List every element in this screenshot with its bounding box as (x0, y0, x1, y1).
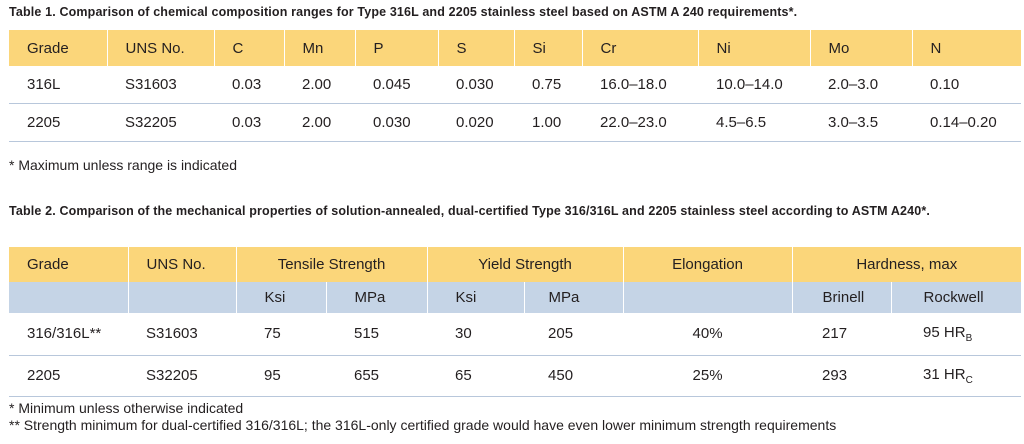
header-mn: Mn (284, 30, 356, 66)
cell-ys-ksi: 30 (427, 313, 525, 356)
cell-n: 0.10 (912, 66, 1021, 104)
header-uns: UNS No. (128, 247, 237, 282)
cell-uns: S31603 (128, 313, 236, 356)
cell-p: 0.045 (355, 66, 438, 104)
cell-ys-mpa: 205 (524, 313, 624, 356)
table-row: 2205 S32205 95 655 65 450 25% 293 31 HRC (9, 355, 1022, 397)
cell-si: 1.00 (514, 103, 582, 142)
cell-uns: S31603 (107, 66, 214, 104)
cell-ts-ksi: 95 (236, 355, 326, 397)
header-tensile-strength: Tensile Strength (236, 247, 428, 282)
header-p: P (355, 30, 439, 66)
subheader-rockwell: Rockwell (891, 282, 1022, 313)
cell-ts-mpa: 655 (326, 355, 428, 397)
cell-p: 0.030 (355, 103, 438, 142)
cell-s: 0.030 (438, 66, 514, 104)
cell-c: 0.03 (214, 66, 284, 104)
cell-uns: S32205 (107, 103, 214, 142)
table2-mechanical: Grade UNS No. Tensile Strength Yield Str… (9, 247, 1022, 397)
header-uns: UNS No. (107, 30, 215, 66)
subheader-ts-ksi: Ksi (236, 282, 327, 313)
subheader-ys-mpa: MPa (524, 282, 624, 313)
cell-s: 0.020 (438, 103, 514, 142)
cell-grade: 316L (9, 66, 107, 104)
cell-ni: 10.0–14.0 (698, 66, 810, 104)
header-grade: Grade (9, 30, 108, 66)
rockwell-scale: C (965, 374, 973, 386)
table1-header-row: Grade UNS No. C Mn P S Si Cr Ni Mo N (9, 30, 1021, 66)
table2-subheader-row: Ksi MPa Ksi MPa Brinell Rockwell (9, 282, 1022, 313)
cell-elongation: 40% (623, 313, 793, 356)
header-yield-strength: Yield Strength (427, 247, 624, 282)
cell-mo: 2.0–3.0 (810, 66, 912, 104)
subheader-empty (128, 282, 237, 313)
header-mo: Mo (810, 30, 913, 66)
cell-mn: 2.00 (284, 66, 355, 104)
table-row: 316/316L** S31603 75 515 30 205 40% 217 … (9, 313, 1022, 356)
cell-brinell: 217 (792, 313, 892, 356)
cell-ys-ksi: 65 (427, 355, 525, 397)
cell-ni: 4.5–6.5 (698, 103, 810, 142)
header-cr: Cr (582, 30, 699, 66)
cell-si: 0.75 (514, 66, 582, 104)
table1-caption: Table 1. Comparison of chemical composit… (9, 5, 798, 19)
table2-footnote-2: ** Strength minimum for dual-certified 3… (9, 417, 837, 433)
header-ni: Ni (698, 30, 811, 66)
cell-n: 0.14–0.20 (912, 103, 1021, 142)
cell-grade: 316/316L** (9, 313, 128, 356)
cell-c: 0.03 (214, 103, 284, 142)
cell-ts-mpa: 515 (326, 313, 428, 356)
header-s: S (438, 30, 515, 66)
cell-cr: 22.0–23.0 (582, 103, 698, 142)
table1-composition: Grade UNS No. C Mn P S Si Cr Ni Mo N 316… (9, 30, 1021, 142)
header-c: C (214, 30, 285, 66)
cell-ys-mpa: 450 (524, 355, 624, 397)
cell-rockwell: 31 HRC (891, 355, 1022, 397)
cell-mn: 2.00 (284, 103, 355, 142)
header-grade: Grade (9, 247, 129, 282)
header-si: Si (514, 30, 583, 66)
table2-header-row: Grade UNS No. Tensile Strength Yield Str… (9, 247, 1022, 282)
subheader-empty (9, 282, 129, 313)
subheader-ts-mpa: MPa (326, 282, 428, 313)
cell-ts-ksi: 75 (236, 313, 326, 356)
cell-uns: S32205 (128, 355, 236, 397)
cell-grade: 2205 (9, 355, 128, 397)
table2-caption: Table 2. Comparison of the mechanical pr… (9, 204, 930, 218)
cell-cr: 16.0–18.0 (582, 66, 698, 104)
cell-rockwell: 95 HRB (891, 313, 1022, 356)
cell-grade: 2205 (9, 103, 107, 142)
subheader-brinell: Brinell (792, 282, 892, 313)
rockwell-value: 95 HR (923, 323, 966, 341)
cell-mo: 3.0–3.5 (810, 103, 912, 142)
cell-brinell: 293 (792, 355, 892, 397)
header-elongation: Elongation (623, 247, 793, 282)
cell-elongation: 25% (623, 355, 793, 397)
rockwell-scale: B (965, 332, 973, 344)
rockwell-value: 31 HR (923, 365, 966, 383)
header-n: N (912, 30, 1021, 66)
table1-footnote: * Maximum unless range is indicated (9, 157, 237, 173)
table2-footnote-1: * Minimum unless otherwise indicated (9, 400, 244, 416)
subheader-empty (623, 282, 793, 313)
header-hardness: Hardness, max (792, 247, 1022, 282)
table-row: 316L S31603 0.03 2.00 0.045 0.030 0.75 1… (9, 66, 1021, 104)
table-row: 2205 S32205 0.03 2.00 0.030 0.020 1.00 2… (9, 103, 1021, 142)
subheader-ys-ksi: Ksi (427, 282, 525, 313)
